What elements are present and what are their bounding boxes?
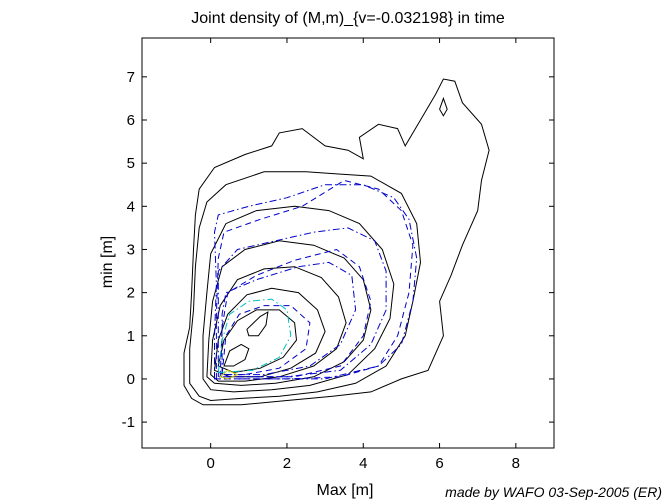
y-tick-label: 0 [127, 371, 135, 388]
y-tick-label: 6 [127, 112, 135, 129]
contour-line-solid-1 [439, 96, 448, 117]
contour-line-solid-5 [210, 266, 347, 382]
plot-area [141, 37, 555, 449]
y-axis-ticks: -1 0 1 2 3 4 5 6 7 [122, 69, 554, 431]
contour-line-dashed-0 [215, 179, 414, 380]
x-tick-label: 6 [435, 455, 443, 472]
credit-text: made by WAFO 03-Sep-2005 (ER) [445, 484, 662, 500]
x-axis-ticks: 0 2 4 6 8 [206, 38, 520, 472]
contour-line-solid-3 [202, 205, 395, 393]
contour-layer [183, 78, 490, 406]
x-tick-label: 8 [512, 455, 520, 472]
contour-line-dashdot-0 [217, 298, 292, 374]
y-tick-label: -1 [122, 414, 135, 431]
contour-line-solid-2 [189, 171, 422, 402]
contour-line-dashdot-0 [213, 184, 418, 380]
x-axis-label: Max [m] [317, 482, 374, 499]
contour-line-solid-8 [246, 311, 269, 337]
contour-line-solid-7 [217, 309, 298, 374]
y-tick-label: 4 [127, 198, 135, 215]
y-tick-label: 3 [127, 241, 135, 258]
contour-line-solid-9 [223, 343, 250, 367]
y-tick-label: 7 [127, 69, 135, 86]
x-tick-label: 0 [206, 455, 214, 472]
y-axis-label: min [m] [99, 236, 116, 288]
contour-line-dashdot-2 [221, 261, 357, 376]
y-tick-label: 2 [127, 285, 135, 302]
contour-line-dashdot-1 [217, 227, 387, 378]
contour-line-solid-0 [219, 369, 239, 380]
contour-line-solid-0 [183, 78, 490, 406]
chart-title: Joint density of (M,m)_{v=-0.032198} in … [191, 10, 505, 27]
x-tick-label: 4 [359, 455, 367, 472]
contour-line-dashed-2 [221, 305, 311, 376]
x-tick-label: 2 [283, 455, 291, 472]
y-tick-label: 5 [127, 155, 135, 172]
y-tick-label: 1 [127, 328, 135, 345]
